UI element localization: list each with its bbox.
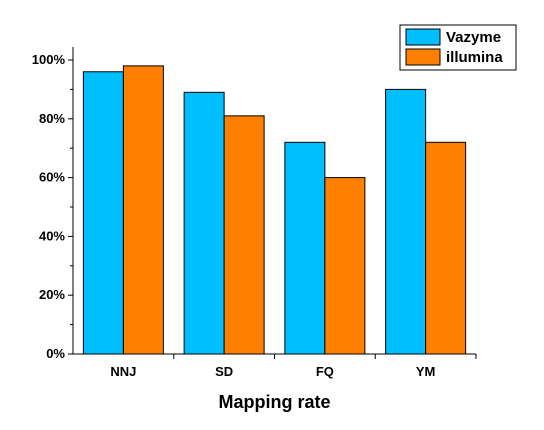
legend-label-illumina: illumina [446, 49, 503, 66]
y-tick-label: 0% [46, 346, 65, 361]
y-tick-label: 20% [39, 287, 65, 302]
x-tick-label: FQ [316, 364, 334, 379]
y-axis: 0% 20% 40% 60% 80% 100% [32, 47, 74, 361]
y-tick-label: 100% [32, 52, 66, 67]
bar-illumina-nnj [122, 65, 164, 355]
bar-illumina-fq [324, 177, 366, 355]
y-tick-label: 60% [39, 170, 65, 185]
x-axis-title: Mapping rate [218, 392, 330, 412]
bars [82, 65, 467, 355]
bar-vazyme-ym [385, 88, 427, 355]
legend-swatch-vazyme [405, 28, 441, 46]
bar-illumina-ym [425, 141, 467, 355]
x-tick-label: NNJ [110, 364, 136, 379]
x-tick-label: SD [215, 364, 233, 379]
y-tick-label: 80% [39, 111, 65, 126]
x-axis: NNJ SD FQ YM [73, 353, 477, 379]
x-tick-label: YM [416, 364, 436, 379]
bar-vazyme-fq [284, 141, 326, 355]
y-tick-label: 40% [39, 228, 65, 243]
legend-label-vazyme: Vazyme [446, 29, 501, 46]
bar-illumina-sd [223, 115, 265, 355]
bar-vazyme-nnj [82, 71, 124, 355]
bar-vazyme-sd [183, 91, 225, 355]
legend: Vazyme illumina [399, 24, 517, 71]
legend-swatch-illumina [405, 48, 441, 66]
